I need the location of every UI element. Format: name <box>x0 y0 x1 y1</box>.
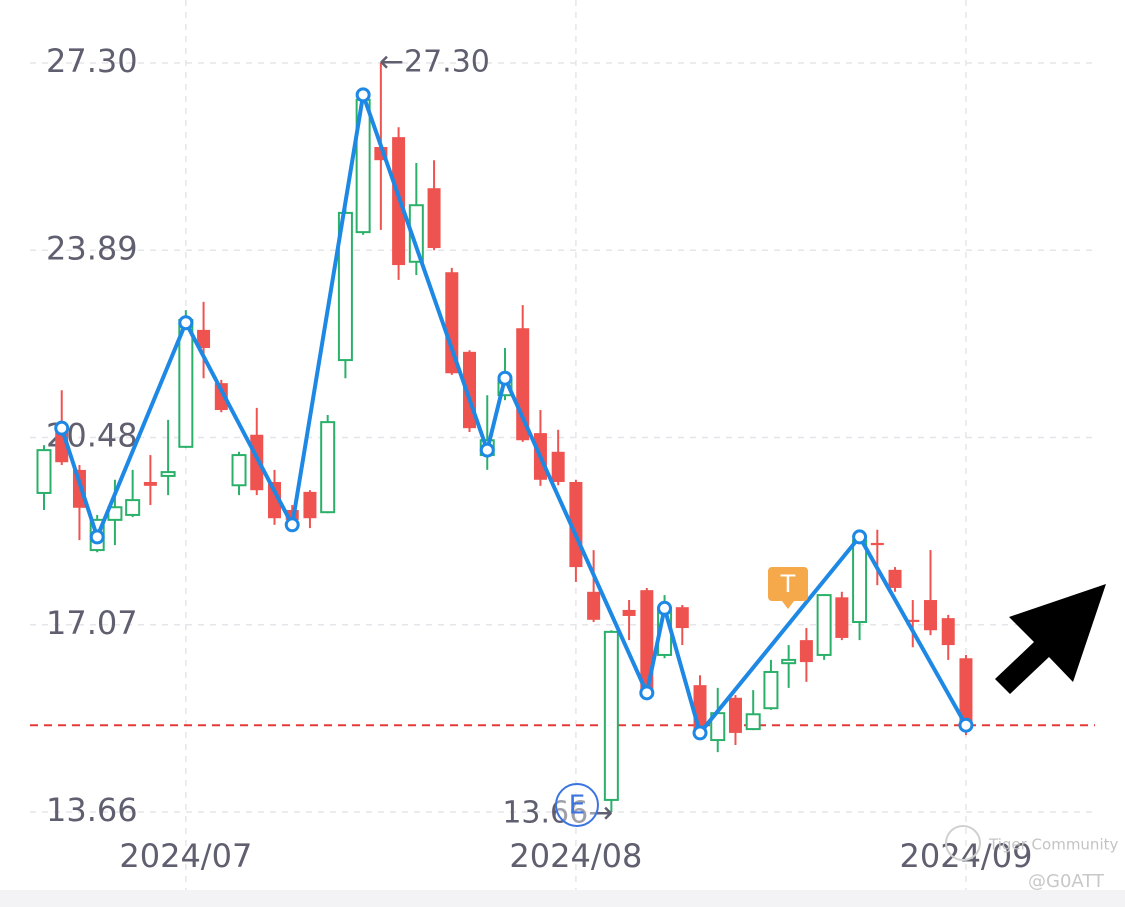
candle-body <box>36 449 52 494</box>
candle-body <box>320 421 336 514</box>
candle-body <box>675 607 689 629</box>
candle-body <box>551 451 565 482</box>
high-label: ←27.30 <box>379 45 490 80</box>
candle-body <box>303 491 317 519</box>
zigzag-point <box>355 87 371 103</box>
x-tick-label: 2024/08 <box>509 837 642 875</box>
zigzag-point <box>497 370 513 386</box>
x-tick-label: 2024/09 <box>899 837 1032 875</box>
y-tick-label: 13.66 <box>46 791 138 829</box>
zigzag-point <box>639 685 655 701</box>
candle-body <box>143 481 157 486</box>
zigzag-point <box>852 529 868 545</box>
earnings-badge <box>555 783 599 827</box>
logo <box>945 825 981 861</box>
watermark: Tiger Community @G0ATT <box>945 825 1118 892</box>
candle-body <box>781 658 797 665</box>
candle-body <box>816 594 832 656</box>
candle-body <box>197 329 211 348</box>
candle-body <box>587 591 601 620</box>
candle-body <box>906 619 920 623</box>
brand: Tiger Community <box>988 836 1118 854</box>
y-tick-label: 17.07 <box>46 604 138 642</box>
candle-body <box>603 630 619 801</box>
trade-mark: T <box>780 570 796 598</box>
zigzag-point <box>54 420 70 436</box>
candle-body <box>835 597 849 638</box>
candle-body <box>427 188 441 249</box>
candle-body <box>231 454 247 487</box>
user: @G0ATT <box>1028 871 1105 892</box>
earnings-mark: E <box>569 791 585 821</box>
candle-body <box>125 499 141 516</box>
footer-band <box>0 890 1125 907</box>
y-tick-label: 23.89 <box>46 229 138 267</box>
candle-body <box>640 590 654 693</box>
y-tick-label: 27.30 <box>46 42 138 80</box>
candle-body <box>888 569 902 588</box>
zigzag-line <box>59 92 968 735</box>
candle-body <box>160 471 176 477</box>
x-tick-label: 2024/07 <box>119 837 252 875</box>
zigzag-point <box>89 529 105 545</box>
candle-body <box>924 600 937 631</box>
candle-body <box>870 542 884 546</box>
candle-body <box>622 609 636 616</box>
candle-body <box>941 618 955 646</box>
zigzag-point <box>657 600 673 616</box>
candle-body <box>745 713 761 731</box>
zigzag-point <box>284 517 300 533</box>
candle-body <box>728 697 742 733</box>
trade-badge <box>768 567 808 609</box>
zigzag-point <box>178 315 194 331</box>
candle-body <box>852 539 868 624</box>
candle-body <box>959 658 973 726</box>
zigzag-point <box>958 717 974 733</box>
zigzag-point <box>692 725 708 741</box>
candle-body <box>763 670 779 710</box>
candle-body <box>267 481 281 519</box>
candle-body <box>799 640 813 663</box>
zigzag-point <box>479 442 495 458</box>
candle-body <box>178 318 194 448</box>
arrow <box>995 584 1106 694</box>
candle-body <box>445 272 459 374</box>
candle-body <box>214 383 228 411</box>
